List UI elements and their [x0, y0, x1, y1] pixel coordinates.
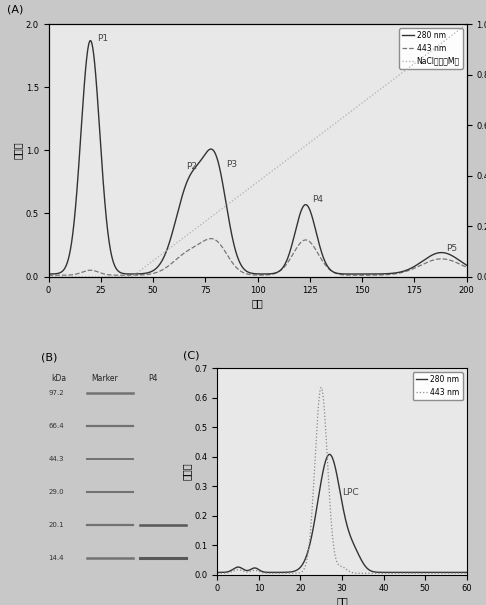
Text: P4: P4 — [312, 195, 323, 204]
Legend: 280 nm, 443 nm, NaCl浓度（M）: 280 nm, 443 nm, NaCl浓度（M） — [399, 28, 463, 69]
Text: 14.4: 14.4 — [49, 555, 64, 561]
Text: 29.0: 29.0 — [49, 489, 64, 495]
Y-axis label: 吸光值: 吸光值 — [13, 142, 23, 159]
280 nm — [432, 569, 437, 576]
443 nm — [240, 567, 246, 575]
Line: 443 nm: 443 nm — [217, 387, 467, 574]
443 nm — [414, 570, 419, 577]
280 nm — [409, 569, 415, 576]
Text: 97.2: 97.2 — [49, 390, 64, 396]
280 nm — [214, 569, 220, 576]
443 nm — [383, 570, 389, 577]
280 nm — [327, 451, 332, 458]
Text: P4: P4 — [148, 374, 157, 384]
280 nm — [240, 565, 246, 572]
Text: 66.4: 66.4 — [49, 423, 64, 429]
Text: P3: P3 — [226, 160, 237, 169]
Text: 20.1: 20.1 — [49, 522, 64, 528]
Text: Marker: Marker — [91, 374, 118, 384]
Line: 280 nm: 280 nm — [217, 454, 467, 572]
443 nm — [325, 456, 330, 463]
443 nm — [318, 384, 324, 391]
280 nm — [386, 569, 392, 576]
Legend: 280 nm, 443 nm: 280 nm, 443 nm — [413, 372, 463, 400]
Text: P1: P1 — [97, 34, 108, 42]
X-axis label: 管号: 管号 — [252, 298, 263, 308]
443 nm — [464, 570, 469, 577]
Text: P5: P5 — [446, 244, 457, 253]
Text: (B): (B) — [41, 352, 57, 362]
280 nm — [464, 569, 469, 576]
280 nm — [324, 453, 330, 460]
Text: LPC: LPC — [342, 488, 359, 497]
Text: kDa: kDa — [52, 374, 67, 384]
443 nm — [386, 570, 392, 577]
X-axis label: 管号: 管号 — [336, 597, 348, 605]
280 nm — [414, 569, 419, 576]
280 nm — [315, 495, 321, 503]
443 nm — [214, 570, 220, 577]
Text: (A): (A) — [7, 4, 23, 14]
443 nm — [315, 405, 321, 412]
Text: 44.3: 44.3 — [49, 456, 64, 462]
Y-axis label: 吸光值: 吸光值 — [182, 463, 191, 480]
Text: (C): (C) — [183, 350, 199, 360]
Text: P2: P2 — [187, 162, 197, 171]
443 nm — [409, 570, 415, 577]
